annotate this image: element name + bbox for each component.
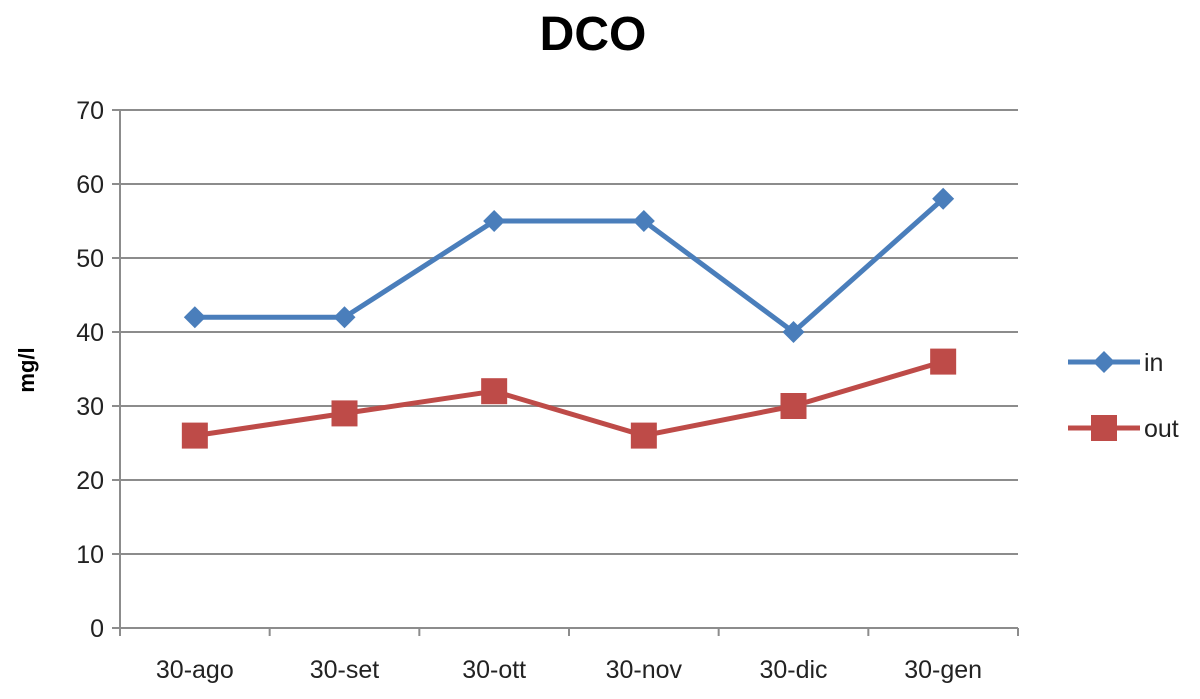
y-tick-label: 10	[76, 541, 104, 569]
y-tick-label: 60	[76, 171, 104, 199]
y-tick-label: 40	[76, 319, 104, 347]
y-tick-label: 0	[90, 615, 104, 643]
legend-marker	[1093, 351, 1115, 373]
y-tick-label: 30	[76, 393, 104, 421]
legend-label: out	[1144, 415, 1179, 443]
data-point-in	[183, 306, 206, 329]
axes	[112, 109, 1019, 636]
y-tick-label: 50	[76, 245, 104, 273]
legend-label: in	[1144, 349, 1163, 377]
series-out	[181, 348, 957, 449]
chart-title: DCO	[540, 8, 647, 61]
y-tick-labels: 0 10 20 30 40 50 60 70	[76, 97, 104, 643]
x-tick-label: 30-gen	[904, 656, 982, 684]
data-point-in	[782, 321, 805, 343]
data-point-in	[483, 210, 506, 232]
series-line-in	[194, 196, 945, 335]
series	[181, 187, 957, 449]
data-point-out	[630, 422, 657, 449]
data-point-out	[481, 378, 508, 405]
series-line-out	[194, 359, 944, 439]
x-tick-label: 30-dic	[759, 656, 827, 684]
y-tick-label: 70	[76, 97, 104, 125]
legend-marker	[1091, 415, 1117, 441]
y-tick-label: 20	[76, 467, 104, 495]
data-point-in	[932, 187, 955, 210]
data-point-out	[181, 422, 208, 449]
x-tick-label: 30-ott	[462, 656, 526, 684]
legend-item-in: in	[1068, 349, 1163, 377]
x-tick-label: 30-nov	[606, 656, 683, 684]
data-point-in	[333, 306, 356, 329]
legend-item-out: out	[1068, 415, 1179, 443]
x-tick-label: 30-set	[310, 656, 380, 684]
gridlines	[120, 109, 1018, 555]
legend: in out	[1068, 349, 1179, 443]
data-point-in	[632, 210, 655, 232]
y-axis-label: mg/l	[14, 347, 39, 392]
data-point-out	[930, 348, 957, 375]
x-tick-labels: 30-ago 30-set 30-ott 30-nov 30-dic 30-gen	[156, 656, 982, 684]
data-point-out	[780, 393, 807, 419]
x-tick-label: 30-ago	[156, 656, 234, 684]
data-point-out	[331, 400, 358, 427]
series-in	[183, 187, 955, 343]
